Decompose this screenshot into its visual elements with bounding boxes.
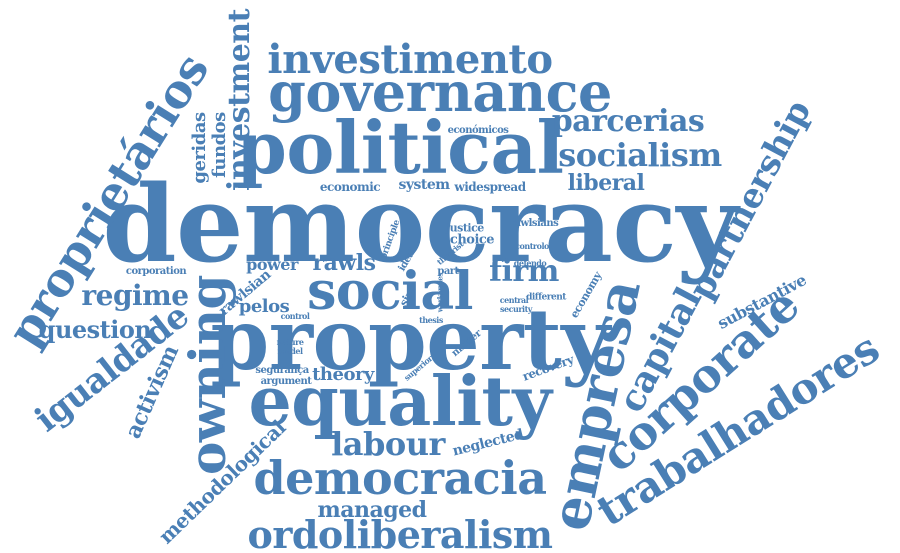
word-controlo: controlo	[515, 241, 549, 251]
word-firm: firm	[489, 254, 559, 289]
word-pelos: pelos	[238, 296, 290, 317]
word-equality: equality	[248, 362, 552, 442]
word-democracy: democracy	[102, 161, 738, 286]
word-rawls: rawls	[312, 250, 376, 276]
word-defendo: defendo	[513, 258, 547, 268]
word-fundos: fundos	[209, 112, 230, 178]
word-ordoliberalism: ordoliberalism	[247, 512, 553, 553]
word-argument: argument	[260, 376, 312, 387]
word-control: control	[280, 311, 310, 321]
word-part: part	[437, 266, 459, 277]
word-rawlsians: rawlsians	[509, 218, 559, 229]
word-system: system	[398, 177, 450, 193]
word-different: different	[526, 292, 566, 303]
word-political: political	[236, 105, 564, 190]
word-parcerias: parcerias	[551, 104, 705, 139]
word-geridas: geridas	[189, 112, 210, 184]
word-model: model	[277, 346, 303, 356]
word-thesis: thesis	[419, 315, 443, 325]
word-labour: labour	[331, 425, 445, 463]
word-economicos: económicos	[447, 125, 509, 136]
word-question: question	[38, 315, 152, 344]
word-social: social	[307, 261, 473, 322]
word-worker: worker	[435, 287, 445, 313]
word-power: power	[246, 255, 298, 274]
word-regime: regime	[81, 279, 189, 312]
word-security: security	[500, 304, 532, 314]
word-property: property	[210, 290, 610, 389]
word-economic: economic	[319, 180, 381, 194]
word-democracia: democracia	[253, 451, 547, 505]
word-central: central	[499, 295, 529, 305]
word-theory: theory	[312, 364, 374, 385]
word-justice: justice	[446, 221, 484, 235]
word-rules: rules	[435, 273, 445, 291]
word-seguranca: segurança	[255, 365, 309, 376]
word-socialism: socialism	[558, 136, 722, 174]
word-widespread: widespread	[454, 180, 526, 194]
word-managed: managed	[317, 497, 427, 523]
word-nature: nature	[276, 337, 304, 347]
word-corporation: corporation	[125, 266, 187, 277]
word-investimento: investimento	[267, 36, 553, 83]
word-choice: choice	[449, 232, 495, 248]
word-governance: governance	[268, 60, 612, 124]
word-liberal: liberal	[567, 170, 645, 196]
